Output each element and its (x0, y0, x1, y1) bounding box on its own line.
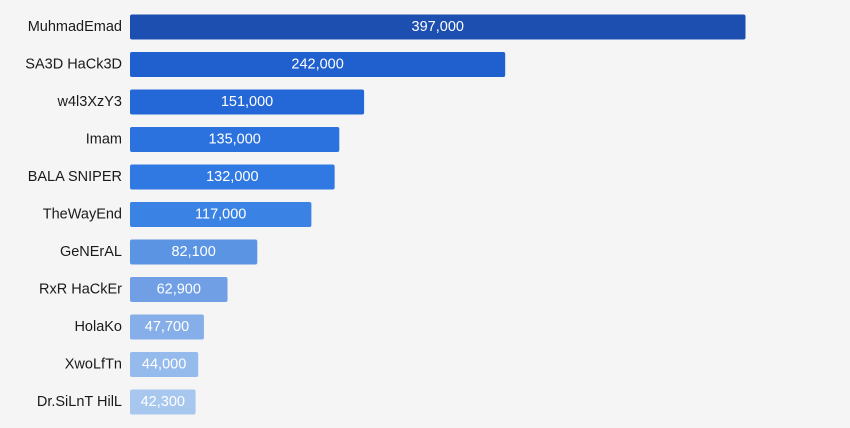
category-label: XwoLfTn (65, 357, 122, 373)
category-label: w4l3XzY3 (57, 94, 122, 110)
bar-group: SA3D HaCk3D 242,000 (25, 52, 506, 77)
category-label: Dr.SiLnT HilL (37, 394, 122, 410)
value-label: 135,000 (208, 132, 260, 148)
bar (130, 239, 258, 265)
value-label: 42,300 (141, 394, 185, 410)
category-label: RxR HaCkEr (39, 282, 122, 298)
value-label: 397,000 (412, 19, 464, 35)
category-label: GeNErAL (60, 244, 122, 260)
category-label: MuhmadEmad (28, 19, 122, 35)
value-label: 44,000 (142, 357, 186, 373)
value-label: 117,000 (195, 207, 246, 223)
bar (130, 52, 506, 77)
value-label: 132,000 (206, 169, 258, 185)
bar-group: XwoLfTn 44,000 (65, 352, 199, 377)
bar (130, 164, 335, 190)
bar (130, 277, 228, 302)
category-label: TheWayEnd (43, 207, 122, 223)
bar-group: Imam 135,000 (86, 127, 340, 152)
value-label: 151,000 (221, 94, 273, 110)
bar-group: RxR HaCkEr 62,900 (39, 277, 228, 302)
category-label: Imam (86, 132, 122, 148)
bar (130, 202, 312, 227)
bar-group: Dr.SiLnT HilL 42,300 (37, 389, 196, 415)
category-label: SA3D HaCk3D (25, 57, 122, 73)
value-label: 47,700 (145, 319, 189, 335)
value-label: 62,900 (157, 282, 201, 298)
bar-group: w4l3XzY3 151,000 (57, 89, 365, 115)
bar (130, 89, 365, 115)
category-label: HolaKo (74, 319, 122, 335)
bar (130, 389, 196, 415)
value-label: 242,000 (291, 57, 343, 73)
bar-group: HolaKo 47,700 (74, 314, 204, 340)
category-label: BALA SNIPER (28, 169, 122, 185)
bar (130, 352, 199, 377)
bar-group: MuhmadEmad 397,000 (28, 14, 746, 40)
bar (130, 314, 204, 340)
bar-group: GeNErAL 82,100 (60, 239, 258, 265)
bar-group: TheWayEnd 117,000 (43, 202, 312, 227)
bar-group: BALA SNIPER 132,000 (28, 164, 335, 190)
bar (130, 14, 746, 40)
bar (130, 127, 340, 152)
value-label: 82,100 (171, 244, 215, 260)
